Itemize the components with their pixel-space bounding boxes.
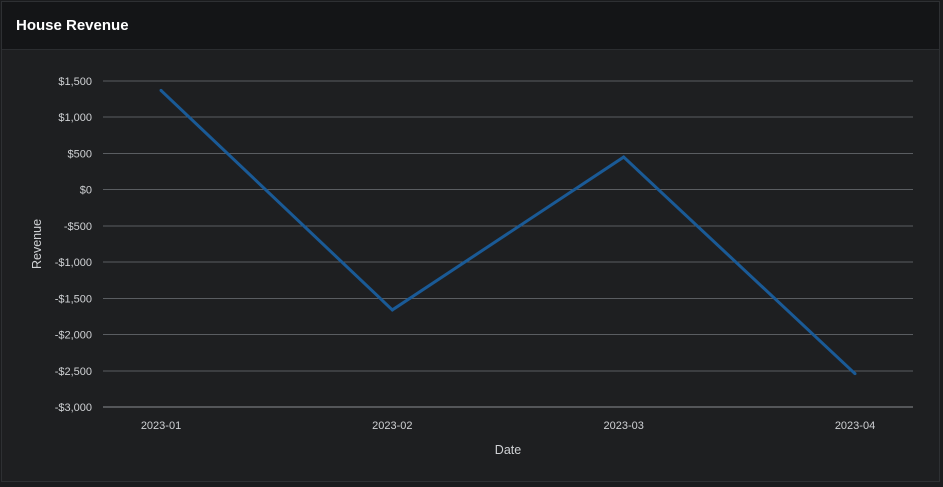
y-tick-label: $1,500	[58, 76, 92, 88]
panel-title: House Revenue	[16, 17, 129, 34]
x-tick-label: 2023-04	[835, 420, 875, 432]
y-axis-ticks: $1,500 $1,000 $500 $0 -$500 -$1,000 -$1,500 -$2…	[55, 76, 92, 414]
y-axis-title: Revenue	[30, 219, 44, 269]
x-axis-ticks: 2023-01 2023-02 2023-03 2023-04	[141, 420, 875, 432]
panel-header: House Revenue	[2, 2, 939, 50]
y-tick-label: -$500	[64, 221, 92, 233]
y-tick-label: $0	[80, 185, 92, 197]
gridlines	[103, 80, 913, 408]
data-point[interactable]	[159, 88, 163, 92]
x-tick-label: 2023-02	[372, 420, 412, 432]
x-axis-title: Date	[495, 443, 521, 457]
data-point[interactable]	[390, 308, 394, 312]
data-point[interactable]	[622, 155, 626, 159]
y-tick-label: -$1,000	[55, 257, 92, 269]
y-tick-label: -$3,000	[55, 402, 92, 414]
data-point[interactable]	[853, 372, 857, 376]
y-tick-label: -$2,500	[55, 366, 92, 378]
x-tick-label: 2023-01	[141, 420, 181, 432]
x-tick-label: 2023-03	[603, 420, 643, 432]
series-layer	[159, 88, 857, 376]
y-tick-label: -$1,500	[55, 293, 92, 305]
y-tick-label: $500	[68, 148, 92, 160]
y-tick-label: $1,000	[58, 112, 92, 124]
y-tick-label: -$2,000	[55, 330, 92, 342]
series-line	[159, 89, 857, 375]
